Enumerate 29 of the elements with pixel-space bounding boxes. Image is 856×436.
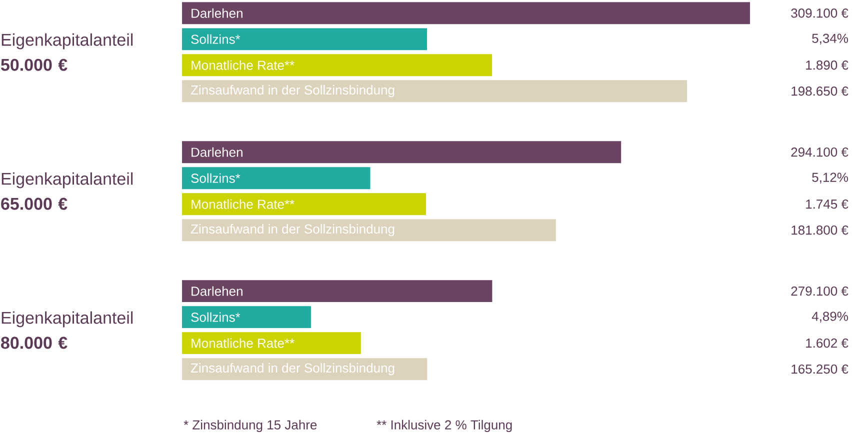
text: Zinsaufwand in der Sollzinsbindung <box>190 363 394 376</box>
data-label: 279.100 € <box>791 286 848 296</box>
data-label: 1.602 € <box>806 338 848 348</box>
text: Monatliche Rate** <box>192 60 294 70</box>
series-label: Sollzins* <box>191 34 240 44</box>
y-tick-label: Eigenkapitalanteil 50.000 € <box>1 33 133 71</box>
text: Sollzins* <box>191 173 240 183</box>
series-label: Zinsaufwand in der Sollzinsbindung <box>190 85 394 98</box>
data-label: 1.890 € <box>806 60 848 70</box>
data-label: 181.800 € <box>792 226 848 235</box>
data-label: 294.100 € <box>791 148 848 157</box>
text: Sollzins* <box>191 312 240 322</box>
text: Zinsaufwand in der Sollzinsbindung <box>190 224 394 236</box>
data-label: 5,12% <box>812 172 848 184</box>
series-label: Monatliche Rate** <box>192 199 294 209</box>
text: ** Inklusive 2 % Tilgung <box>376 420 512 432</box>
y-tick-label: Eigenkapitalanteil 65.000 € <box>1 172 133 210</box>
data-label: 309.100 € <box>791 8 848 18</box>
text: Darlehen <box>192 286 242 296</box>
data-label: 1.745 € <box>806 200 848 209</box>
data-label: 198.650 € <box>792 86 848 96</box>
y-tick-label: Eigenkapitalanteil 80.000 € <box>1 311 133 349</box>
text: Darlehen <box>192 8 242 18</box>
data-label: 5,34% <box>812 34 848 44</box>
data-label: 4,89% <box>812 312 848 322</box>
text: Monatliche Rate** <box>192 338 294 348</box>
data-label: 165.250 € <box>792 364 848 374</box>
text: * Zinsbindung 15 Jahre <box>184 420 317 432</box>
series-label: Darlehen <box>192 147 242 157</box>
